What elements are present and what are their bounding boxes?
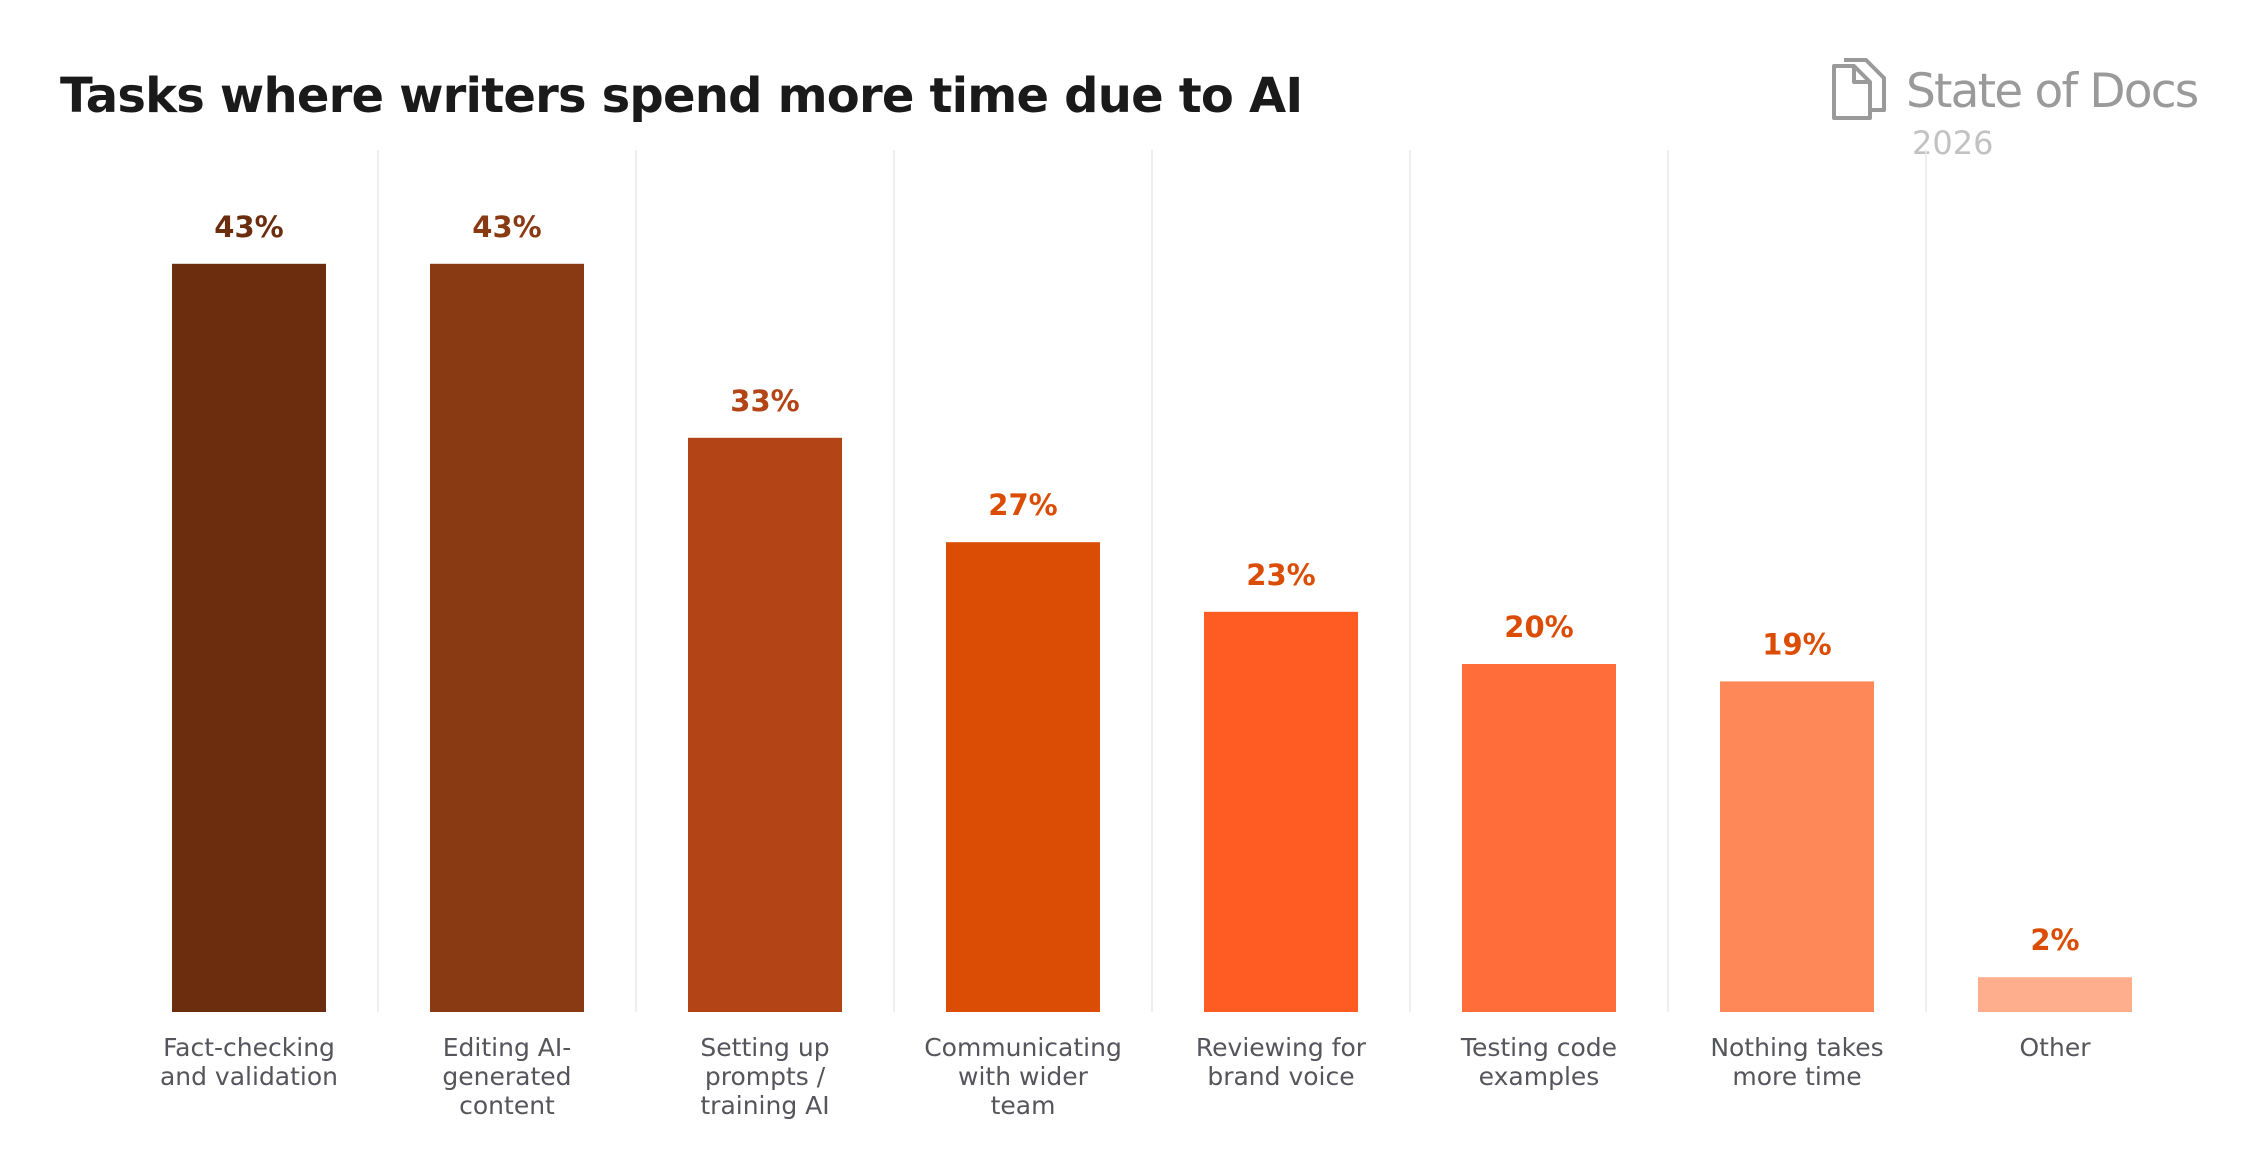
bar — [1978, 977, 2132, 1012]
data-label: 2% — [2030, 923, 2079, 957]
bar — [946, 542, 1100, 1012]
bar — [430, 263, 584, 1012]
bar — [172, 263, 326, 1012]
category-label: Editing AI-generated content — [442, 1033, 571, 1120]
category-label: Reviewing for brand voice — [1196, 1033, 1367, 1091]
chart-title: Tasks where writers spend more time due … — [60, 68, 1303, 124]
data-label: 43% — [214, 210, 283, 244]
data-label: 20% — [1504, 610, 1573, 644]
data-label: 33% — [730, 384, 799, 418]
data-label: 43% — [472, 210, 541, 244]
category-label: Fact-checking and validation — [160, 1033, 338, 1091]
bar — [1204, 611, 1358, 1012]
category-label: Nothing takes more time — [1710, 1033, 1883, 1091]
category-label: Testing code examples — [1460, 1033, 1617, 1091]
category-label: Other — [2020, 1033, 2092, 1062]
category-label: Setting up prompts / training AI — [700, 1033, 829, 1120]
category-label: Communicating with wider team — [924, 1033, 1122, 1120]
data-label: 27% — [988, 488, 1057, 522]
data-label: 23% — [1246, 558, 1315, 592]
brand-name: State of Docs — [1906, 64, 2199, 119]
bar — [688, 437, 842, 1012]
bar — [1462, 664, 1616, 1012]
document-stack-icon — [1832, 58, 1886, 120]
bar — [1720, 681, 1874, 1012]
data-label: 19% — [1762, 627, 1831, 661]
